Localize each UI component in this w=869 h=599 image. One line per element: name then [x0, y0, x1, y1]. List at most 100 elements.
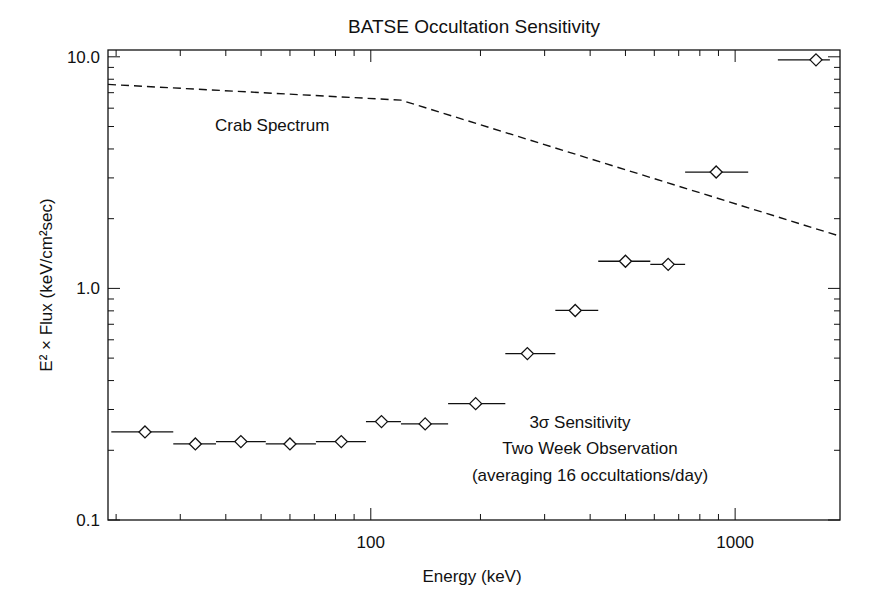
- minor-tick: [834, 409, 840, 410]
- x-tick-label: 100: [357, 533, 385, 552]
- x-tick: [370, 508, 371, 520]
- y-tick-label: 1.0: [76, 279, 100, 298]
- sensitivity-point: [284, 438, 296, 450]
- plot-frame: [108, 50, 840, 520]
- y-tick-label: 0.1: [76, 511, 100, 530]
- minor-tick: [590, 50, 591, 56]
- plot-data: [108, 54, 840, 450]
- minor-tick: [108, 92, 114, 93]
- y-axis-label: E² × Flux (keV/cm²sec): [37, 198, 56, 371]
- minor-tick: [678, 514, 679, 520]
- sensitivity-point: [375, 416, 387, 428]
- minor-tick: [834, 126, 840, 127]
- sensitivity-point: [189, 438, 201, 450]
- minor-tick: [834, 324, 840, 325]
- minor-tick: [834, 380, 840, 381]
- minor-tick: [116, 514, 117, 520]
- background: [0, 0, 869, 599]
- minor-tick: [335, 50, 336, 56]
- y-tick: [828, 56, 840, 57]
- minor-tick: [625, 50, 626, 56]
- minor-tick: [108, 339, 114, 340]
- minor-tick: [108, 177, 114, 178]
- minor-tick: [225, 50, 226, 56]
- minor-tick: [108, 148, 114, 149]
- minor-tick: [108, 67, 114, 68]
- minor-tick: [354, 50, 355, 56]
- crab-line: [108, 84, 840, 236]
- minor-tick: [180, 514, 181, 520]
- minor-tick: [678, 50, 679, 56]
- minor-tick: [834, 298, 840, 299]
- minor-tick: [834, 358, 840, 359]
- minor-tick: [108, 126, 114, 127]
- minor-tick: [335, 514, 336, 520]
- minor-tick: [834, 92, 840, 93]
- minor-tick: [116, 50, 117, 56]
- series-label: 3σ Sensitivity: [529, 413, 631, 432]
- minor-tick: [108, 108, 114, 109]
- annotation: (averaging 16 occultations/day): [472, 466, 708, 485]
- sensitivity-point: [470, 398, 482, 410]
- minor-tick: [834, 79, 840, 80]
- minor-tick: [834, 177, 840, 178]
- sensitivity-point: [139, 426, 151, 438]
- minor-tick: [354, 514, 355, 520]
- annotation: Two Week Observation: [502, 439, 677, 458]
- sensitivity-point: [810, 54, 822, 66]
- sensitivity-point: [662, 258, 674, 270]
- minor-tick: [108, 79, 114, 80]
- y-tick: [108, 288, 120, 289]
- minor-tick: [718, 50, 719, 56]
- minor-tick: [834, 450, 840, 451]
- chart: BATSE Occultation Sensitivity Energy (keV…: [0, 0, 869, 599]
- x-tick: [735, 508, 736, 520]
- minor-tick: [314, 514, 315, 520]
- minor-tick: [108, 310, 114, 311]
- minor-tick: [590, 514, 591, 520]
- minor-tick: [654, 50, 655, 56]
- sensitivity-point: [335, 436, 347, 448]
- x-tick-label: 1000: [716, 533, 754, 552]
- minor-tick: [834, 148, 840, 149]
- minor-tick: [289, 514, 290, 520]
- x-axis-label: Energy (keV): [422, 567, 521, 586]
- minor-tick: [544, 50, 545, 56]
- sensitivity-point: [419, 418, 431, 430]
- y-tick: [108, 56, 120, 57]
- series-label: Crab Spectrum: [215, 116, 329, 135]
- minor-tick: [180, 50, 181, 56]
- x-tick: [370, 50, 371, 62]
- minor-tick: [480, 514, 481, 520]
- sensitivity-point: [235, 436, 247, 448]
- minor-tick: [625, 514, 626, 520]
- sensitivity-point: [619, 255, 631, 267]
- minor-tick: [314, 50, 315, 56]
- minor-tick: [108, 218, 114, 219]
- minor-tick: [108, 450, 114, 451]
- minor-tick: [261, 50, 262, 56]
- minor-tick: [289, 50, 290, 56]
- minor-tick: [108, 324, 114, 325]
- minor-tick: [699, 514, 700, 520]
- minor-tick: [108, 380, 114, 381]
- minor-tick: [225, 514, 226, 520]
- title: BATSE Occultation Sensitivity: [348, 16, 601, 37]
- ticks: [108, 50, 840, 520]
- y-tick: [828, 288, 840, 289]
- minor-tick: [261, 514, 262, 520]
- sensitivity-point: [521, 348, 533, 360]
- y-tick-label: 10.0: [67, 48, 100, 67]
- minor-tick: [108, 409, 114, 410]
- minor-tick: [834, 108, 840, 109]
- x-tick: [735, 50, 736, 62]
- minor-tick: [108, 298, 114, 299]
- minor-tick: [544, 514, 545, 520]
- minor-tick: [834, 339, 840, 340]
- minor-tick: [699, 50, 700, 56]
- minor-tick: [108, 358, 114, 359]
- minor-tick: [480, 50, 481, 56]
- sensitivity-point: [710, 166, 722, 178]
- minor-tick: [834, 310, 840, 311]
- sensitivity-point: [569, 304, 581, 316]
